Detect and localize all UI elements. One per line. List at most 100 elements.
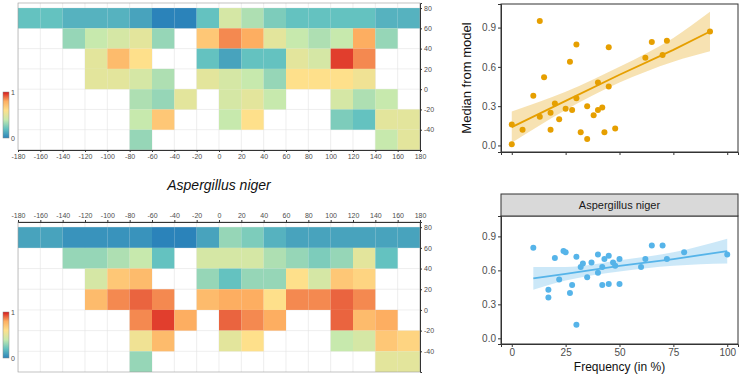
tick-mark (197, 150, 198, 152)
tick-mark (18, 150, 19, 152)
cell (375, 8, 397, 28)
cell (130, 69, 152, 89)
cell (40, 8, 62, 28)
cell (241, 8, 263, 28)
tick: -40 (420, 348, 434, 355)
cell (264, 28, 286, 48)
fit-line (533, 251, 727, 278)
cell (241, 289, 263, 310)
tick-mark (420, 227, 422, 228)
tick: 20 (420, 286, 432, 293)
cell (197, 227, 219, 248)
tick-label: 0.0 (482, 333, 496, 344)
cell (398, 351, 420, 372)
fit-line (512, 32, 710, 128)
tick: 40 (420, 265, 432, 272)
cell (241, 227, 263, 248)
cell (152, 28, 174, 48)
tick: 180 (415, 150, 427, 160)
tick-label: 40 (260, 212, 268, 219)
tick-mark (673, 152, 674, 155)
plot-background (501, 4, 738, 152)
tick: -140 (56, 212, 70, 222)
tick-mark (375, 220, 376, 222)
cell (308, 227, 330, 248)
tick-mark (420, 220, 421, 222)
cell (353, 109, 375, 129)
point (530, 93, 536, 99)
strip (501, 194, 738, 216)
tick: -120 (78, 150, 92, 160)
tick-mark (63, 150, 64, 152)
tick-mark (130, 220, 131, 222)
point (599, 104, 605, 110)
tick: -60 (147, 150, 157, 160)
tick-mark (420, 49, 422, 50)
cell (353, 69, 375, 89)
cell (241, 69, 263, 89)
tick: 40 (260, 212, 268, 222)
y-axis-title: Median from model (459, 22, 474, 133)
axis-line (498, 5, 502, 153)
tick-label: 160 (392, 212, 404, 219)
tick-label: 40 (424, 45, 432, 52)
tick: 60 (420, 245, 432, 252)
cell (353, 269, 375, 290)
tick (566, 152, 567, 155)
tick-label: 120 (348, 153, 360, 160)
cell (375, 130, 397, 150)
cell (85, 269, 107, 290)
tick: 0.6 (482, 62, 501, 73)
cell (219, 310, 241, 331)
x-axis: 0255075100 (502, 344, 739, 358)
colorbar (3, 92, 9, 138)
point (606, 44, 612, 50)
tick (620, 152, 621, 155)
cell (85, 69, 107, 89)
cell (353, 289, 375, 310)
cell (152, 69, 174, 89)
confidence-band (533, 239, 727, 290)
tick-label: 0 (218, 212, 222, 219)
tick: -20 (192, 212, 202, 222)
axis-line (421, 4, 423, 151)
colorbar-axis: 01 (9, 89, 15, 142)
tick: -80 (125, 212, 135, 222)
cell (63, 8, 85, 28)
tick: 0.9 (482, 22, 501, 33)
cell (241, 109, 263, 129)
tick: 0.3 (482, 299, 501, 310)
tick-mark (63, 220, 64, 222)
point (573, 254, 579, 260)
tick-label: 0 (218, 153, 222, 160)
colorbar-axis: 01 (9, 309, 15, 362)
tick-label: -100 (101, 212, 115, 219)
axis-line (502, 153, 739, 156)
tick: 20 (238, 150, 246, 160)
tick-mark (420, 28, 422, 29)
tick-mark (420, 69, 422, 70)
tick: 20 (420, 66, 432, 73)
tick: -40 (170, 212, 180, 222)
point (578, 129, 584, 135)
cell (174, 8, 196, 28)
cell (331, 269, 353, 290)
tick-label: 0.9 (482, 231, 496, 242)
tick-label: 100 (325, 212, 337, 219)
tick: -20 (192, 150, 202, 160)
tick-mark (498, 236, 501, 237)
cell (152, 310, 174, 331)
tick-label: 0.3 (482, 101, 496, 112)
tick: -40 (170, 150, 180, 160)
cell (197, 28, 219, 48)
tick-mark (331, 220, 332, 222)
cell (197, 69, 219, 89)
cell (130, 289, 152, 310)
tick-mark (512, 152, 513, 155)
cell (353, 331, 375, 352)
tick: -100 (101, 212, 115, 222)
cell (107, 69, 129, 89)
point (509, 141, 515, 147)
tick-label: 140 (370, 212, 382, 219)
map-frame (18, 3, 420, 150)
